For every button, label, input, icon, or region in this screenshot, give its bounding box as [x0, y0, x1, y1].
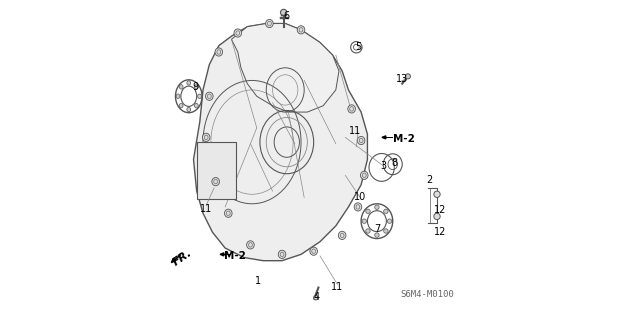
Ellipse shape: [383, 209, 388, 213]
Ellipse shape: [176, 94, 180, 99]
Text: 2: 2: [426, 175, 432, 185]
Text: S6M4-M0100: S6M4-M0100: [401, 290, 454, 299]
Ellipse shape: [278, 250, 286, 258]
Ellipse shape: [212, 178, 220, 186]
Text: 11: 11: [200, 204, 212, 213]
Text: 1: 1: [255, 276, 261, 286]
Ellipse shape: [195, 103, 198, 108]
Ellipse shape: [195, 85, 198, 89]
Ellipse shape: [215, 48, 223, 56]
Text: 9: 9: [192, 82, 198, 92]
Text: M-2: M-2: [393, 134, 415, 144]
Ellipse shape: [374, 233, 379, 237]
Ellipse shape: [434, 213, 440, 219]
Ellipse shape: [179, 85, 183, 89]
Ellipse shape: [383, 229, 388, 233]
Ellipse shape: [225, 209, 232, 217]
Ellipse shape: [310, 247, 317, 255]
Ellipse shape: [366, 209, 370, 213]
Text: 6: 6: [284, 11, 290, 21]
Ellipse shape: [266, 19, 273, 28]
Ellipse shape: [202, 133, 210, 141]
Ellipse shape: [434, 191, 440, 197]
Ellipse shape: [366, 229, 370, 233]
Ellipse shape: [360, 171, 368, 179]
Ellipse shape: [374, 205, 379, 210]
Ellipse shape: [297, 26, 305, 34]
Ellipse shape: [246, 241, 254, 249]
Ellipse shape: [314, 295, 318, 300]
Text: 13: 13: [396, 74, 408, 84]
Ellipse shape: [405, 74, 410, 79]
Text: 8: 8: [391, 158, 397, 168]
Text: FR.: FR.: [171, 248, 194, 268]
Polygon shape: [382, 136, 386, 139]
Text: 3: 3: [380, 161, 387, 171]
Ellipse shape: [198, 94, 202, 99]
Text: 12: 12: [434, 205, 446, 215]
Text: M-2: M-2: [223, 251, 245, 261]
Ellipse shape: [205, 92, 213, 100]
Polygon shape: [193, 24, 367, 261]
Ellipse shape: [348, 105, 355, 113]
Polygon shape: [232, 24, 339, 112]
Ellipse shape: [179, 103, 183, 108]
FancyBboxPatch shape: [196, 142, 236, 199]
Ellipse shape: [234, 29, 241, 37]
Ellipse shape: [280, 9, 287, 16]
Text: 7: 7: [374, 224, 380, 234]
Text: 12: 12: [434, 227, 446, 237]
Ellipse shape: [187, 107, 191, 112]
Ellipse shape: [362, 219, 367, 223]
Text: 11: 11: [332, 282, 344, 292]
Text: 10: 10: [355, 192, 367, 203]
Ellipse shape: [187, 81, 191, 85]
Ellipse shape: [387, 219, 392, 223]
Text: 5: 5: [355, 42, 361, 52]
Ellipse shape: [357, 137, 365, 145]
Text: 4: 4: [314, 292, 320, 302]
Ellipse shape: [354, 203, 362, 211]
Text: 11: 11: [349, 126, 361, 136]
Polygon shape: [172, 258, 176, 263]
Ellipse shape: [339, 231, 346, 240]
Polygon shape: [220, 253, 224, 256]
